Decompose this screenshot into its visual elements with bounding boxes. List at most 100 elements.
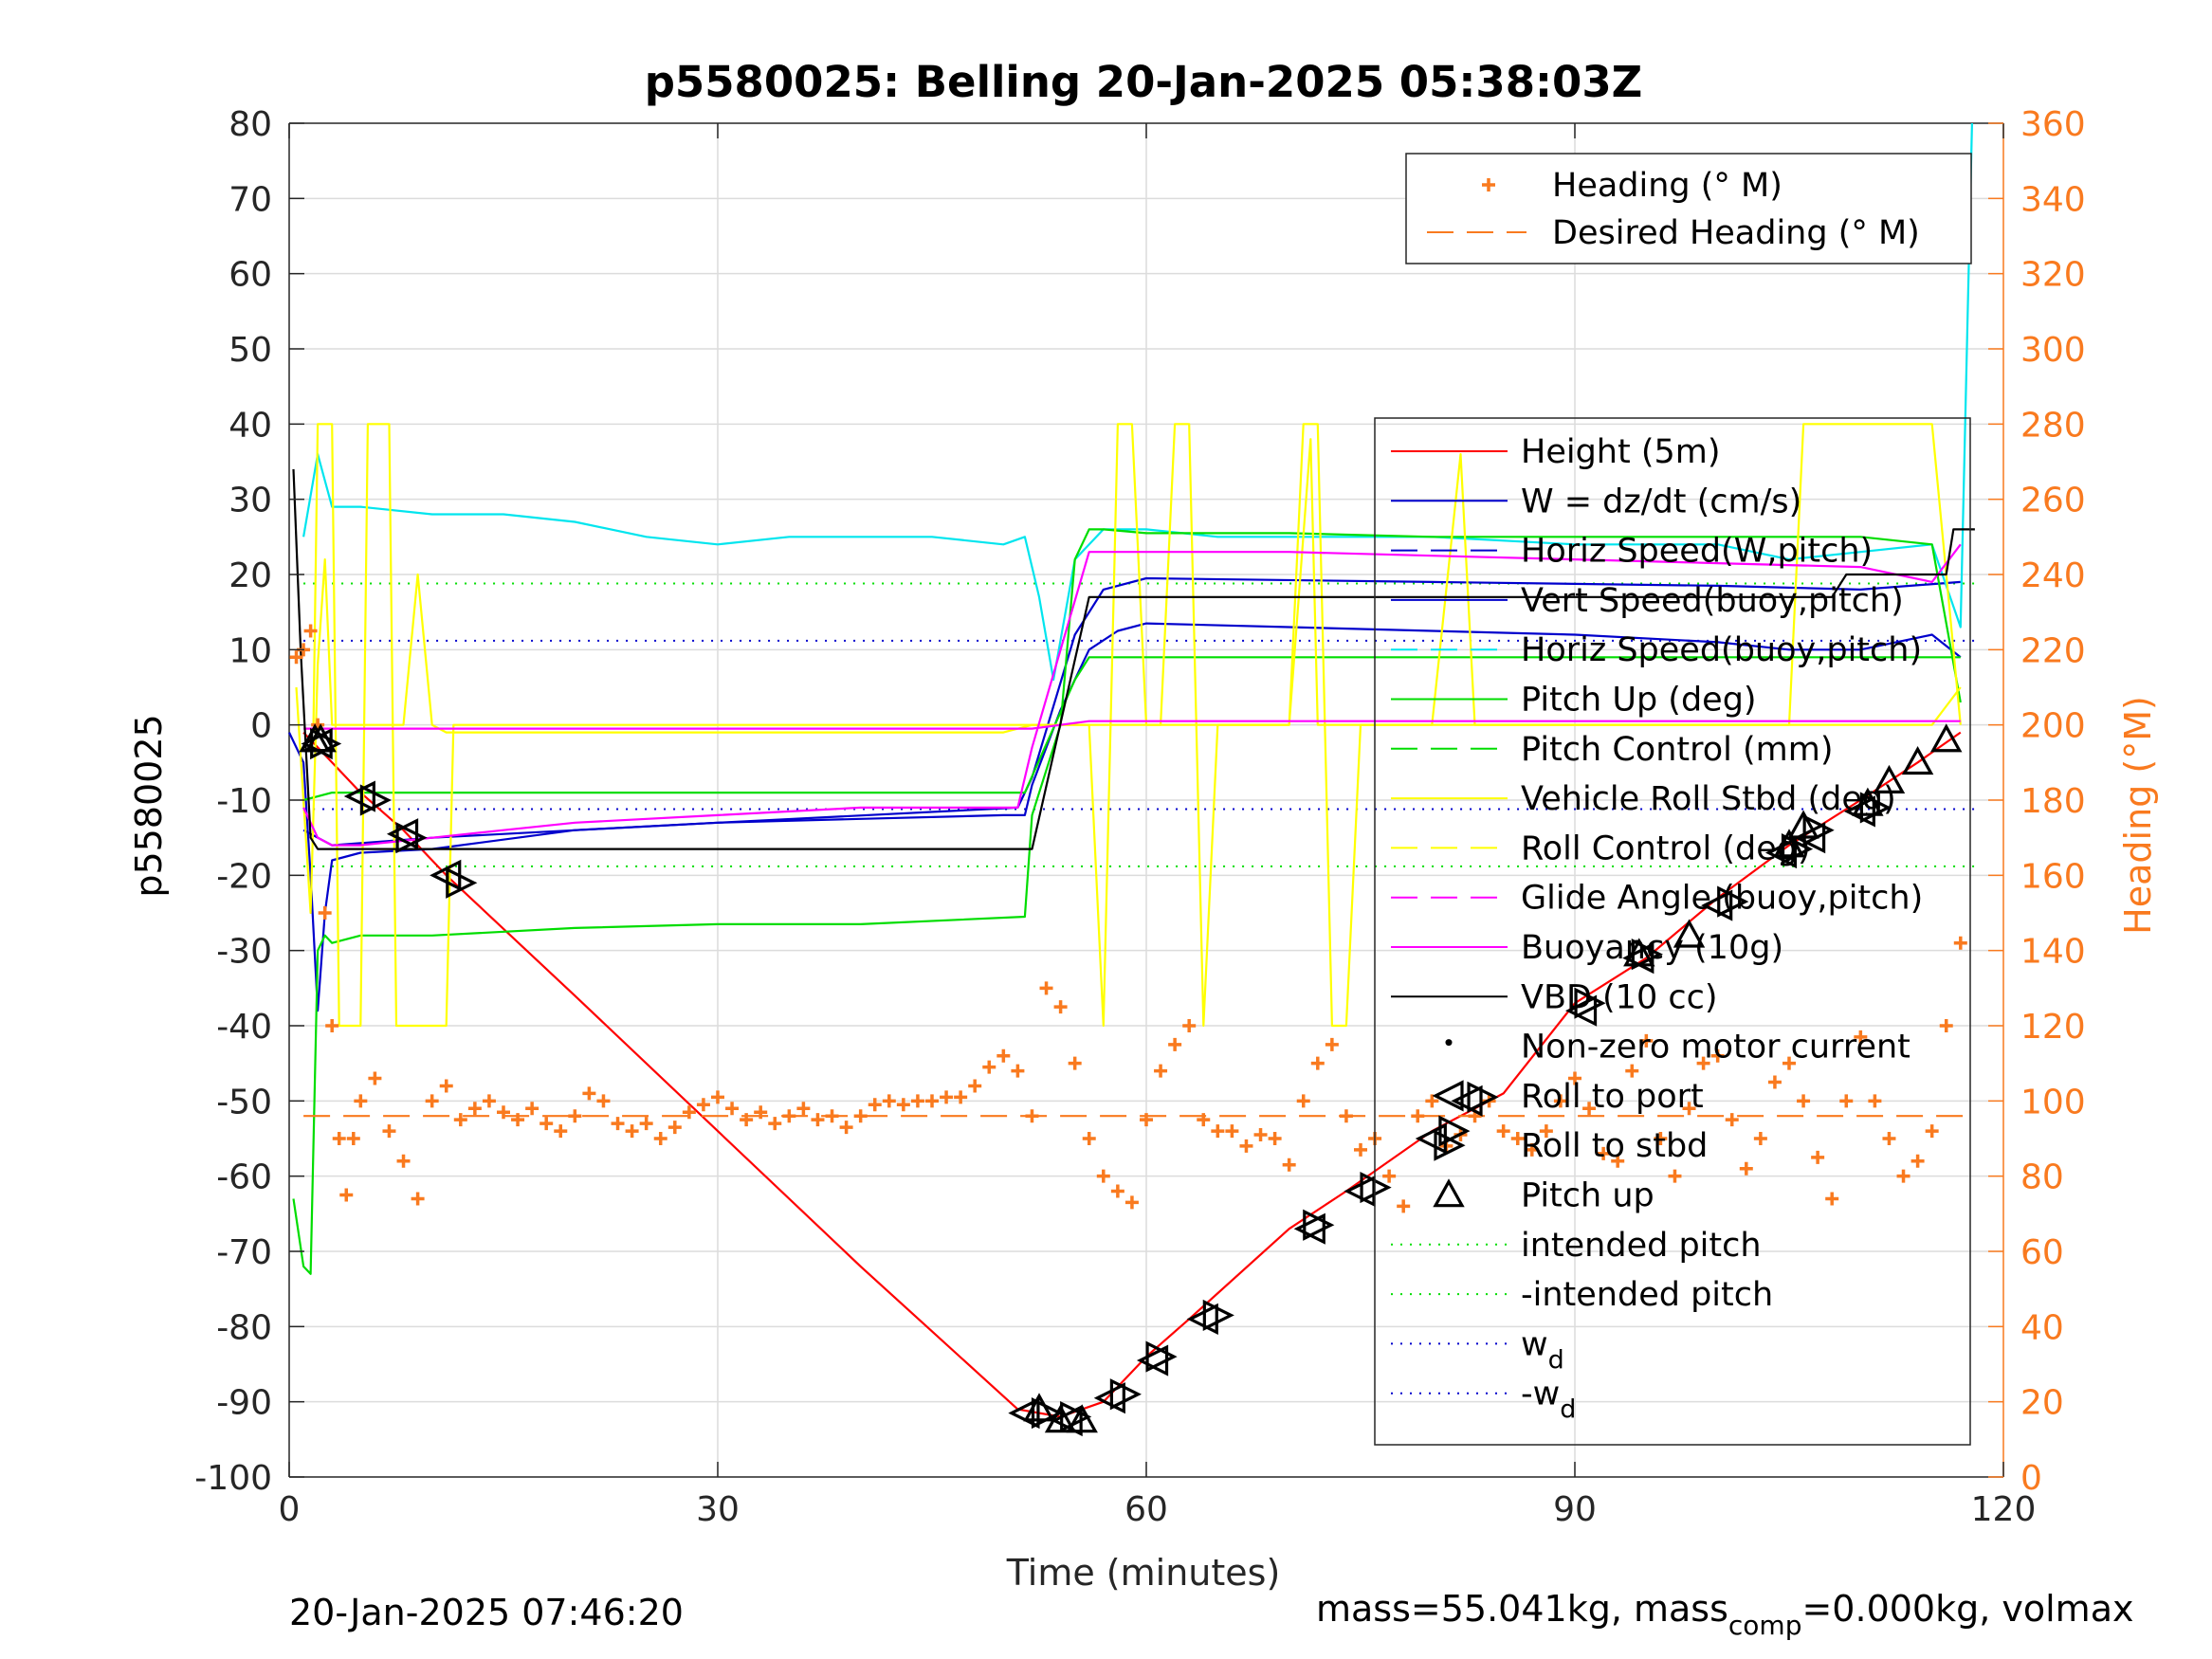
heading-point — [1553, 1094, 1567, 1108]
heading-point — [1611, 1154, 1625, 1168]
pitch-up-marker — [1023, 1393, 1055, 1422]
heading-point — [467, 1102, 482, 1116]
legend-label-text: Glide Angle (buoy,pitch) — [1521, 880, 1923, 918]
heading-point — [1211, 1124, 1225, 1139]
heading-point — [1896, 1169, 1910, 1183]
heading-point — [1354, 1142, 1367, 1157]
pitch-up-marker — [1901, 746, 1934, 775]
heading-point — [1154, 1064, 1168, 1078]
heading-point — [882, 1094, 896, 1108]
y-tick-label-right: 220 — [2020, 631, 2086, 670]
heading-point — [611, 1117, 625, 1131]
heading-point — [896, 1098, 910, 1112]
heading-point — [411, 1192, 425, 1206]
heading-point — [1096, 1169, 1110, 1183]
roll-to-stbd-marker — [1574, 987, 1606, 1019]
ticks-layer: 0 30 60 90 12080706050403020100-10-20-30-40-… — [194, 105, 2085, 1529]
footer-mass-tail: =0.000kg, volmax — [1801, 1588, 2133, 1630]
heading-point — [725, 1102, 740, 1116]
y-tick-label-left: 40 — [229, 406, 272, 445]
legend-label-text: Pitch Up (deg) — [1521, 682, 1757, 720]
y-tick-label-left: -80 — [216, 1308, 272, 1347]
roll-to-stbd-marker — [1303, 1209, 1335, 1241]
legend-label-text: Pitch Control (mm) — [1521, 731, 1833, 769]
y-tick-label-left: 20 — [229, 556, 272, 595]
heading-point — [910, 1094, 924, 1108]
legend-label-text: intended pitch — [1521, 1227, 1762, 1265]
roll-to-stbd-marker — [395, 822, 428, 854]
legend-label-text: Buoyancy (10g) — [1521, 929, 1783, 967]
heading-point — [1839, 1094, 1854, 1108]
y-axis-label-left: p5580025 — [128, 714, 170, 897]
roll-to-stbd-marker — [1438, 1115, 1471, 1147]
footer-timestamp: 20-Jan-2025 07:46:20 — [289, 1592, 684, 1633]
heading-point — [539, 1117, 554, 1131]
legend-label: Horiz Speed(W,pitch) — [1521, 533, 1873, 571]
y-tick-label-left: -100 — [194, 1459, 272, 1498]
footer-mass-text: mass=55.041kg, mass — [1316, 1588, 1728, 1630]
legend-label-text: Roll to port — [1521, 1078, 1704, 1116]
y-tick-label-right: 40 — [2020, 1308, 2064, 1347]
heading-point — [332, 1132, 346, 1145]
y-tick-label-left: -20 — [216, 857, 272, 896]
pitch-up-deg-line — [292, 528, 1962, 1275]
x-axis-label: Time (minutes) — [1006, 1552, 1281, 1594]
heading-point — [768, 1117, 782, 1131]
heading-point — [582, 1086, 596, 1101]
legend-label-text: Vert Speed(buoy,pitch) — [1521, 582, 1904, 620]
legend-label-text: Vehicle Roll Stbd (deg) — [1521, 780, 1896, 818]
heading-point — [1939, 1019, 1953, 1032]
y-tick-label-left: -60 — [216, 1158, 272, 1197]
y-tick-label-left: -90 — [216, 1384, 272, 1423]
legend-label: wd — [1521, 1325, 1564, 1375]
heading-point — [1710, 1048, 1725, 1063]
footer-mass: mass=55.041kg, masscomp=0.000kg, volmax — [1316, 1588, 2133, 1641]
horiz-speed-buoy-pitch-line — [302, 122, 1973, 682]
y-tick-label-left: 10 — [229, 631, 272, 670]
y-tick-label-right: 200 — [2020, 707, 2086, 746]
heading-point — [1539, 1124, 1553, 1139]
y-tick-label-right: 140 — [2020, 933, 2086, 972]
heading-point — [318, 906, 332, 920]
pitch-up-marker — [1773, 829, 1805, 858]
heading-point — [1039, 981, 1053, 995]
heading-legend-label: Heading (° M) — [1552, 167, 1782, 205]
heading-point — [1268, 1132, 1282, 1145]
legend-label-text: -w — [1521, 1376, 1560, 1413]
legend-swatch — [1445, 1039, 1453, 1047]
y-tick-label-right: 320 — [2020, 256, 2086, 295]
y-tick-label-right: 260 — [2020, 482, 2086, 520]
pitch-up-marker — [1623, 938, 1655, 967]
legend-label: VBD (10 cc) — [1521, 978, 1718, 1016]
heading-point — [839, 1121, 853, 1135]
footer-mass-sub: comp — [1728, 1610, 1802, 1641]
heading-point — [1325, 1037, 1339, 1051]
heading-point — [1753, 1132, 1767, 1145]
x-tick-label: 30 — [696, 1490, 740, 1529]
heading-point — [453, 1113, 467, 1127]
heading-point — [653, 1132, 667, 1145]
heading-point — [667, 1121, 682, 1135]
pitch-up-marker — [1673, 919, 1706, 948]
legend-swatch — [1432, 1080, 1464, 1112]
legend-label-text: Horiz Speed(buoy,pitch) — [1521, 631, 1922, 669]
heading-point — [325, 1019, 339, 1032]
heading-point — [1182, 1019, 1197, 1032]
legend-label: W = dz/dt (cm/s) — [1521, 483, 1801, 520]
heading-legend: Heading (° M) Desired Heading (° M) — [1405, 153, 1972, 264]
heading-point — [1068, 1056, 1082, 1070]
legend-label-text: w — [1521, 1325, 1548, 1363]
heading-point — [1882, 1132, 1896, 1145]
roll-to-stbd-marker — [1060, 1400, 1092, 1433]
y-tick-label-left: 80 — [229, 105, 272, 144]
heading-point — [1639, 1033, 1654, 1048]
pitch-up-markers — [299, 723, 1963, 1433]
heading-point — [1296, 1094, 1310, 1108]
heading-point — [954, 1090, 968, 1104]
heading-point — [289, 650, 303, 665]
heading-point — [1082, 1132, 1096, 1145]
x-tick-label: 60 — [1124, 1490, 1168, 1529]
heading-point — [1225, 1124, 1239, 1139]
legend-label: Roll Control (deg) — [1521, 830, 1811, 867]
